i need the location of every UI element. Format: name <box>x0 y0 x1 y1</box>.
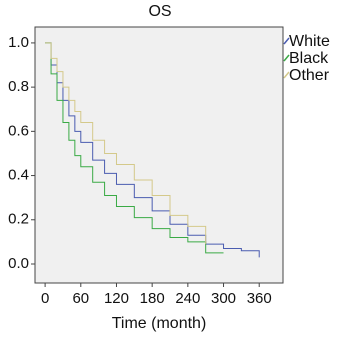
x-tick-label: 360 <box>247 290 272 307</box>
survival-curve <box>45 42 224 254</box>
x-tick-label: 60 <box>72 290 89 307</box>
x-tick-label: 0 <box>41 290 49 307</box>
legend-label: Other <box>289 67 330 84</box>
x-tick-label: 180 <box>140 290 165 307</box>
y-tick-label: 0.2 <box>8 211 29 228</box>
y-tick-label: 0.4 <box>8 167 29 184</box>
legend-swatch <box>283 37 290 45</box>
x-tick-label: 300 <box>211 290 236 307</box>
y-tick-label: 0.6 <box>8 122 29 139</box>
legend-label: White <box>289 33 330 50</box>
legend-swatch <box>283 71 290 79</box>
x-tick-label: 240 <box>175 290 200 307</box>
plot-area <box>34 26 284 284</box>
x-axis-label: Time (month) <box>112 315 207 332</box>
y-tick-label: 1.0 <box>8 34 29 51</box>
y-tick-label: 0.0 <box>8 255 29 272</box>
legend-swatch <box>283 54 290 62</box>
survival-curve <box>45 42 260 258</box>
survival-curve <box>45 42 207 245</box>
x-tick-label: 120 <box>104 290 129 307</box>
y-tick-label: 0.8 <box>8 78 29 95</box>
chart-title: OS <box>148 3 171 20</box>
legend-label: Black <box>289 50 329 67</box>
